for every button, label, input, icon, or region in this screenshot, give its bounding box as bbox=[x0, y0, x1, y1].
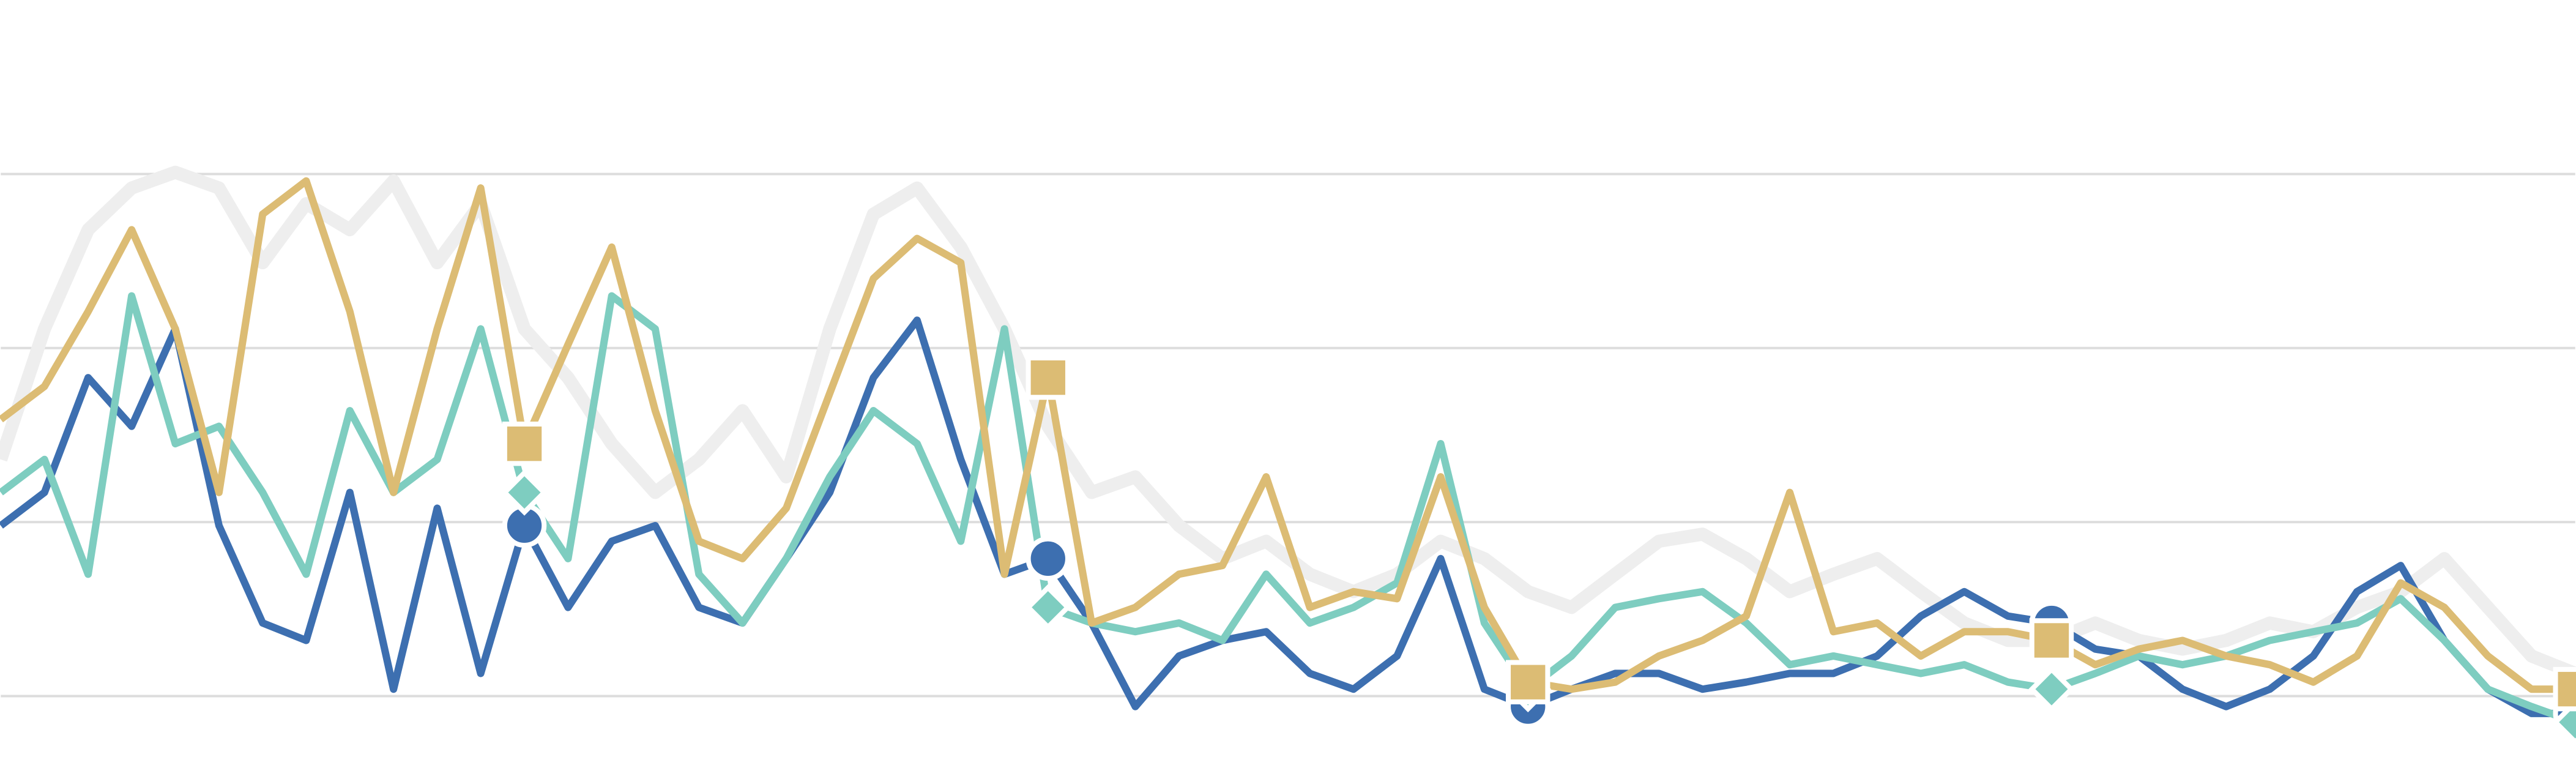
marker-square bbox=[1026, 355, 1071, 400]
marker-square bbox=[2553, 666, 2576, 712]
marker-diamond bbox=[2552, 699, 2576, 746]
series-line bbox=[0, 165, 2576, 680]
series-line bbox=[0, 316, 2575, 717]
marker-diamond bbox=[501, 469, 548, 516]
marker-square bbox=[1505, 660, 1550, 704]
series-line bbox=[0, 177, 2575, 693]
marker-square bbox=[502, 421, 547, 466]
marker-diamond bbox=[2028, 666, 2075, 712]
marker-circle bbox=[1026, 536, 1071, 581]
series-line bbox=[0, 292, 2576, 726]
marker-diamond bbox=[1024, 584, 1071, 631]
marker-square bbox=[2029, 618, 2074, 663]
